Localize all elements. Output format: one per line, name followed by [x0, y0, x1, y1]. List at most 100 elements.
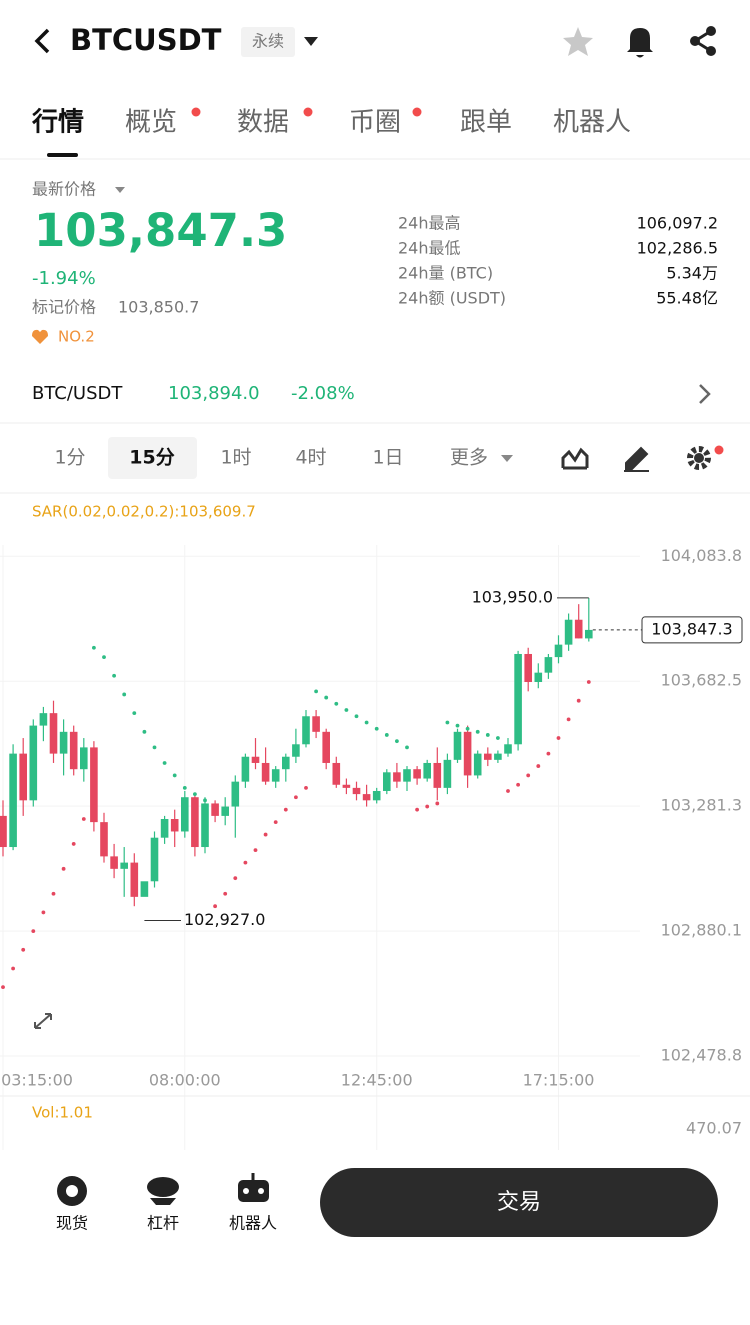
sar-dot	[223, 891, 228, 896]
sar-dot	[1, 985, 5, 990]
bot-icon[interactable]	[238, 1180, 269, 1202]
candle-body	[514, 653, 522, 745]
chevron[interactable]	[699, 384, 711, 404]
sar-dot	[102, 655, 106, 659]
interval[interactable]: 1日	[372, 447, 403, 469]
candle-body	[332, 762, 341, 785]
interval[interactable]: 15分	[129, 447, 174, 469]
notice-dot	[714, 445, 724, 455]
candle-body	[271, 769, 280, 782]
interval[interactable]: 更多	[450, 447, 488, 469]
nav-label[interactable]: 杠杆	[147, 1214, 179, 1233]
notice-dot	[412, 107, 422, 117]
sar-dot	[395, 739, 399, 744]
sar-dot	[374, 726, 379, 731]
x-tick-label: 08:00:00	[149, 1071, 221, 1090]
sar-dot	[182, 785, 187, 790]
interval[interactable]: 1分	[54, 447, 85, 469]
candle-body	[453, 731, 462, 760]
sar-dot	[415, 807, 419, 812]
candle-body	[393, 772, 401, 782]
draw-icon[interactable]	[624, 446, 649, 472]
stat-value: 5.34万	[666, 264, 718, 283]
candle-body	[181, 797, 189, 832]
candle-body	[251, 756, 260, 763]
sar-dot	[92, 645, 96, 650]
settings-icon[interactable]	[687, 446, 711, 470]
last-price-label: 103,847.3	[651, 619, 732, 638]
price-label: 最新价格	[32, 180, 96, 199]
interval[interactable]: 1时	[220, 447, 251, 469]
sar-dot	[485, 733, 490, 737]
settings-icon[interactable]	[694, 453, 704, 463]
dropdown-icon[interactable]	[304, 37, 318, 46]
tag: 永续	[252, 32, 284, 51]
alert-icon[interactable]	[627, 28, 653, 58]
sar-dot	[263, 832, 268, 837]
expand-icon[interactable]	[34, 1013, 52, 1029]
candle-body	[29, 725, 38, 801]
bot-icon[interactable]	[243, 1188, 249, 1194]
margin-icon[interactable]	[150, 1198, 176, 1205]
sar-dot	[496, 736, 500, 740]
sar-dot	[314, 689, 318, 694]
tab[interactable]: 数据	[237, 108, 289, 138]
tab[interactable]: 行情	[31, 107, 84, 138]
trade-button[interactable]	[320, 1168, 718, 1237]
tab[interactable]: 机器人	[553, 108, 631, 138]
sar-dot	[536, 764, 541, 768]
stat-label: 24h量 (BTC)	[398, 264, 493, 283]
nav-label[interactable]: 机器人	[229, 1214, 277, 1233]
sar-dot	[324, 695, 329, 700]
candle-body	[59, 731, 68, 754]
candle-body	[49, 713, 58, 754]
interval[interactable]: 4时	[295, 447, 326, 469]
sar-dot	[546, 751, 551, 756]
volume-tick: 470.07	[686, 1119, 742, 1138]
tab[interactable]: 币圈	[349, 108, 401, 138]
candle-body	[302, 716, 310, 745]
last-price-box	[641, 616, 743, 644]
tab-underline	[47, 153, 78, 157]
sar-dot	[445, 720, 450, 725]
sar-dot	[475, 729, 480, 734]
candle-body	[544, 657, 553, 673]
y-tick-label: 104,083.8	[661, 546, 742, 565]
volume-label: Vol:1.01	[32, 1104, 93, 1122]
share-icon[interactable]	[690, 26, 716, 56]
candle-body	[443, 759, 452, 788]
candle-body	[39, 713, 48, 726]
sar-dot	[162, 761, 167, 765]
nav-label[interactable]: 现货	[56, 1214, 88, 1233]
sar-dot	[304, 785, 308, 790]
candle-body	[170, 819, 179, 832]
trade-button-label[interactable]: 交易	[497, 1190, 541, 1215]
candle-body	[150, 837, 159, 882]
high-marker-label: 103,950.0	[472, 587, 553, 606]
tab[interactable]: 概览	[125, 108, 177, 138]
back-icon[interactable]	[34, 28, 50, 54]
candle-body	[372, 790, 381, 801]
candle-body	[19, 753, 27, 801]
sar-dot	[465, 726, 470, 731]
stat-value: 106,097.2	[637, 214, 718, 233]
spot-icon[interactable]	[66, 1185, 78, 1197]
dropdown-icon[interactable]	[501, 455, 513, 462]
candle-body	[130, 862, 139, 897]
margin-icon[interactable]	[147, 1177, 179, 1197]
star-icon[interactable]	[563, 27, 593, 56]
rank-icon	[32, 329, 48, 344]
notice-dot	[191, 107, 201, 117]
sar-dot	[405, 745, 409, 750]
tab[interactable]: 跟单	[460, 108, 512, 138]
dropdown-icon[interactable]	[115, 187, 125, 193]
candle-body	[423, 762, 431, 779]
y-tick-label: 103,281.3	[661, 796, 742, 815]
sar-dot	[122, 692, 127, 697]
bot-icon[interactable]	[258, 1188, 264, 1194]
indicator-icon[interactable]	[561, 447, 589, 470]
candle-body	[261, 762, 270, 782]
candle-body	[241, 756, 250, 782]
x-tick-label: 03:15:00	[1, 1071, 73, 1090]
price-change: -1.94%	[32, 268, 96, 289]
